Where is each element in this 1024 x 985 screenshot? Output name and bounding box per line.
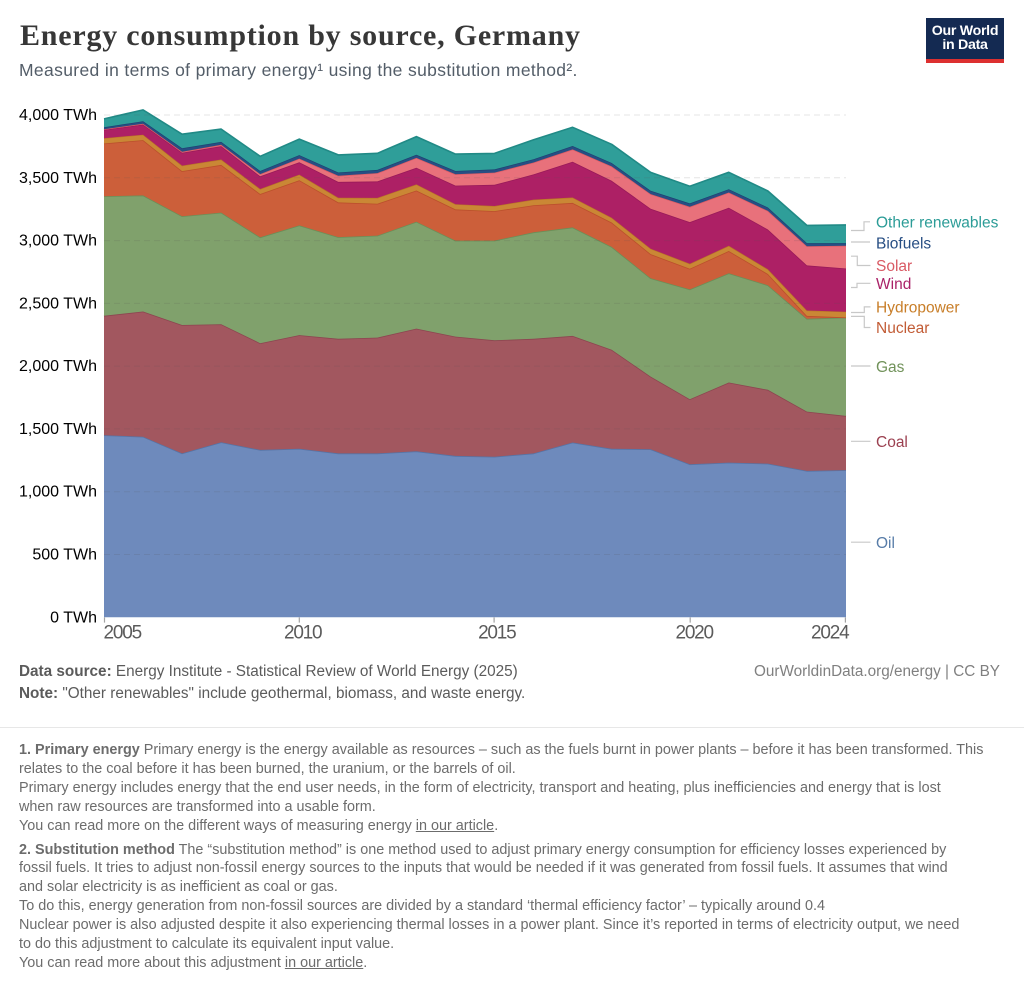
svg-text:Oil: Oil [876, 535, 895, 552]
svg-text:Hydropower: Hydropower [876, 300, 960, 317]
svg-text:2,500 TWh: 2,500 TWh [19, 295, 97, 312]
svg-text:2015: 2015 [478, 623, 516, 644]
svg-text:500 TWh: 500 TWh [32, 547, 97, 564]
svg-text:2010: 2010 [284, 623, 322, 644]
svg-text:Nuclear: Nuclear [876, 320, 929, 337]
svg-text:2020: 2020 [675, 623, 713, 644]
svg-text:Coal: Coal [876, 434, 908, 451]
svg-text:2024: 2024 [811, 623, 850, 644]
svg-text:3,500 TWh: 3,500 TWh [19, 170, 97, 187]
svg-text:Biofuels: Biofuels [876, 235, 931, 252]
svg-text:2005: 2005 [104, 623, 142, 644]
svg-text:0 TWh: 0 TWh [50, 609, 97, 626]
svg-text:Solar: Solar [876, 258, 912, 275]
svg-text:3,000 TWh: 3,000 TWh [19, 233, 97, 250]
svg-text:Wind: Wind [876, 276, 911, 293]
svg-text:1,000 TWh: 1,000 TWh [19, 484, 97, 501]
svg-text:2,000 TWh: 2,000 TWh [19, 358, 97, 375]
svg-text:4,000 TWh: 4,000 TWh [19, 107, 97, 124]
svg-text:Gas: Gas [876, 359, 905, 376]
svg-text:1,500 TWh: 1,500 TWh [19, 421, 97, 438]
svg-text:Other renewables: Other renewables [876, 215, 999, 232]
